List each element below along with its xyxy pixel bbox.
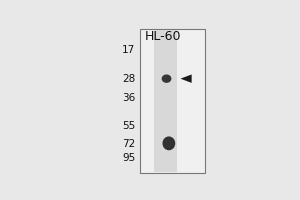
Text: HL-60: HL-60 (145, 30, 181, 43)
Text: 17: 17 (122, 45, 135, 55)
Text: 72: 72 (122, 139, 135, 149)
Text: 55: 55 (122, 121, 135, 131)
Ellipse shape (163, 136, 175, 150)
Text: 36: 36 (122, 93, 135, 103)
FancyBboxPatch shape (154, 30, 177, 172)
Polygon shape (181, 74, 192, 83)
FancyBboxPatch shape (140, 29, 205, 173)
Text: 95: 95 (122, 153, 135, 163)
Ellipse shape (162, 74, 171, 83)
Text: 28: 28 (122, 74, 135, 84)
